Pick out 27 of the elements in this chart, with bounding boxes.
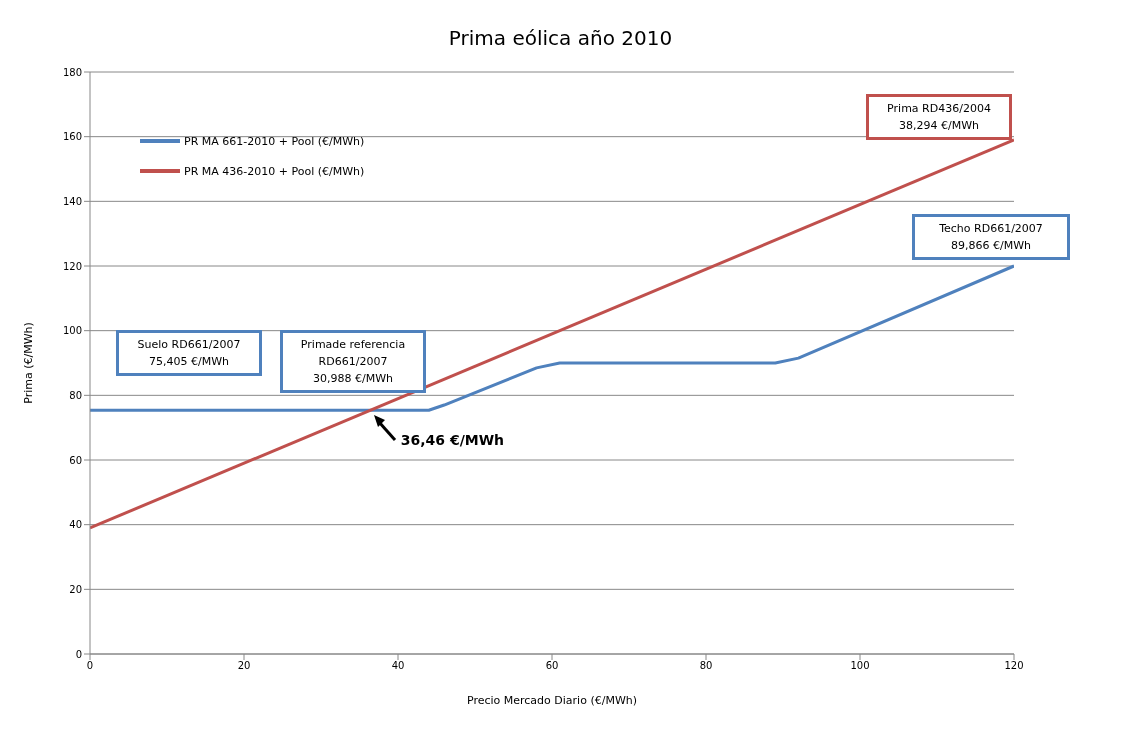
text-box: Techo RD661/2007 89,866 €/MWh — [912, 214, 1070, 260]
y-axis-title: Prima (€/MWh) — [21, 322, 35, 404]
y-tick-label: 160 — [62, 131, 82, 143]
x-tick-label: 120 — [1004, 660, 1024, 672]
x-tick-label: 0 — [86, 660, 94, 672]
x-tick-label: 80 — [699, 660, 713, 672]
y-tick-label: 180 — [62, 66, 82, 78]
y-tick-label: 140 — [62, 195, 82, 207]
x-tick-label: 40 — [391, 660, 405, 672]
y-tick-label: 100 — [62, 325, 82, 337]
x-tick-label: 20 — [237, 660, 251, 672]
x-tick-label: 100 — [850, 660, 870, 672]
y-tick-label: 20 — [69, 583, 82, 595]
y-tick-label: 60 — [69, 454, 82, 466]
text-box: Primade referencia RD661/2007 30,988 €/MWh — [280, 330, 426, 393]
legend-label: PR MA 436-2010 + Pool (€/MWh) — [184, 164, 365, 178]
text-box: Suelo RD661/2007 75,405 €/MWh — [116, 330, 262, 376]
y-tick-label: 80 — [69, 389, 82, 401]
text-box: Prima RD436/2004 38,294 €/MWh — [866, 94, 1012, 140]
annotation: 36,46 €/MWh — [400, 432, 505, 449]
x-axis-title: Precio Mercado Diario (€/MWh) — [466, 694, 638, 707]
legend-label: PR MA 661-2010 + Pool (€/MWh) — [184, 134, 365, 148]
x-tick-label: 60 — [545, 660, 559, 672]
chart-title: Prima eólica año 2010 — [447, 26, 674, 50]
y-tick-label: 40 — [69, 519, 82, 531]
y-tick-label: 0 — [75, 648, 82, 660]
y-tick-label: 120 — [62, 260, 82, 272]
